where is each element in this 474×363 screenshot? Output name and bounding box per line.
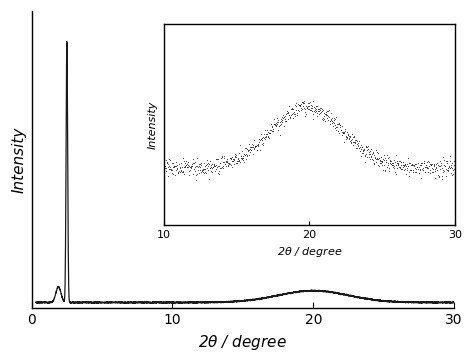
Y-axis label: Intensity: Intensity xyxy=(148,100,158,148)
X-axis label: 2$\theta$ / degree: 2$\theta$ / degree xyxy=(276,245,342,260)
Y-axis label: Intensity: Intensity xyxy=(11,127,26,193)
X-axis label: 2$\theta$ / degree: 2$\theta$ / degree xyxy=(199,333,287,352)
